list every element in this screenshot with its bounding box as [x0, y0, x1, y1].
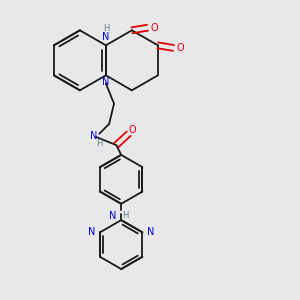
Text: H: H — [123, 211, 129, 220]
Text: N: N — [147, 227, 155, 237]
Text: O: O — [129, 125, 136, 135]
Text: N: N — [101, 77, 109, 88]
Text: N: N — [109, 211, 116, 221]
Text: O: O — [177, 43, 184, 53]
Text: H: H — [103, 24, 109, 33]
Text: N: N — [102, 32, 110, 42]
Text: H: H — [96, 139, 103, 148]
Text: N: N — [88, 227, 95, 237]
Text: N: N — [90, 131, 97, 141]
Text: O: O — [151, 23, 158, 33]
